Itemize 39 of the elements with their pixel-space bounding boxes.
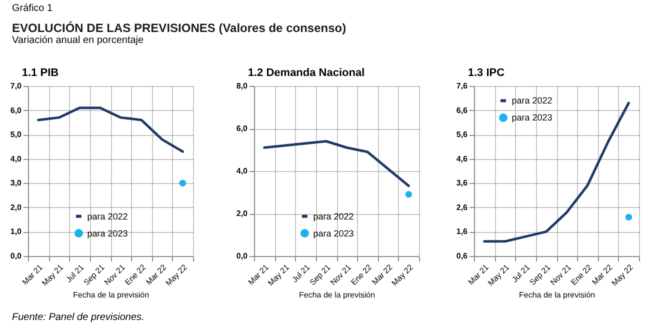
line-series [263,140,410,188]
y-tick-label: 4,6 [456,154,468,164]
y-tick-label: 3,6 [456,178,468,188]
y-tick-label: 0,0 [10,252,22,260]
y-tick-label: 4,0 [10,154,22,164]
y-tick-label: 5,0 [10,130,22,140]
chart-title: 1.1 PIB [22,67,59,79]
x-axis-title: Fecha de la previsión [72,290,150,300]
legend-label: para 2023 [512,112,552,123]
legend-label: para 2023 [313,228,354,238]
x-axis-title: Fecha de la previsión [298,290,376,300]
legend-label: para 2022 [313,211,354,222]
y-tick-label: 6,6 [456,106,468,115]
legend-label: para 2023 [87,228,128,238]
y-tick-label: 3,0 [10,178,22,188]
text: Variación anual en porcentaje [12,35,145,47]
y-tick-label: 7,6 [456,82,468,90]
chart-title: 1.2 Demanda Nacional [248,67,365,79]
source-note: Fuente: Panel de previsiones. [12,312,144,323]
y-tick-label: 2,6 [456,202,468,212]
y-tick-label: 1,6 [456,227,468,236]
y-tick-label: 2,0 [236,209,248,218]
y-tick-label: 0,0 [236,252,248,260]
y-tick-label: 2,0 [10,202,22,212]
chart-title: 1.3 IPC [468,67,505,79]
legend-label: para 2022 [512,96,552,106]
text: EVOLUCIÓN DE LAS PREVISIONES (Valores de consenso) [12,21,346,35]
y-tick-label: 4,0 [236,166,248,176]
y-tick-label: 0,6 [456,252,468,260]
x-axis-title: Fecha de la previsión [518,290,596,300]
y-tick-label: 5,6 [456,130,468,140]
y-tick-label: 8,0 [236,82,248,90]
y-tick-label: 1,0 [10,227,22,236]
y-tick-label: 7,0 [10,82,22,90]
y-tick-label: 6,0 [236,124,248,133]
legend-label: para 2022 [87,211,128,222]
text: Gráfico 1 [12,3,54,15]
line-series [37,106,184,153]
y-tick-label: 6,0 [10,106,22,115]
